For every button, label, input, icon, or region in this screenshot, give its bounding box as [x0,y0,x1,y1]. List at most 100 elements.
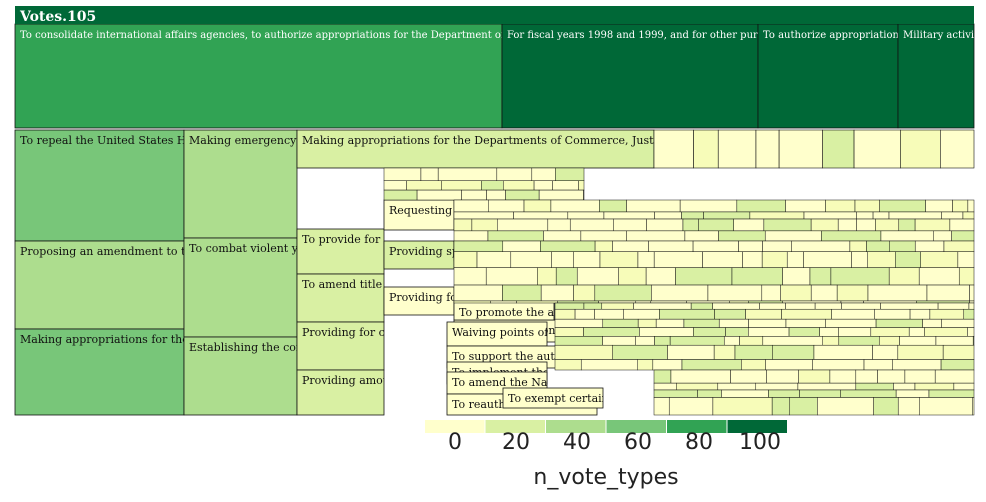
small-cell [697,389,722,398]
small-cell [667,344,715,360]
treemap-cell: To amend title 18, United States Code, t… [296,273,385,323]
chart-title: Votes.105 [19,9,96,25]
small-cell [513,211,569,220]
small-cell [941,211,964,220]
treemap-cell-rect [14,328,185,416]
small-cell [761,251,788,268]
small-cell [803,211,857,220]
treemap-cell-label: Waiving points of order against the conf… [452,326,753,339]
small-cell [765,359,813,371]
small-cell [734,344,773,360]
small-cell [441,180,482,191]
small-cell [922,318,942,328]
small-cell [652,359,683,371]
small-cell [637,318,657,328]
small-cell [717,129,757,169]
small-cell [712,397,773,416]
small-cell [681,359,742,371]
small-cell [829,369,857,384]
small-cell [637,251,655,268]
small-cell [822,129,855,169]
small-cell [612,344,668,360]
small-cell [889,240,916,252]
small-cell [755,129,780,169]
small-cell [554,336,603,346]
treemap-small-cells [383,129,975,416]
small-cell [651,284,709,302]
treemap-cell: For fiscal years 1998 and 1999, and for … [501,23,759,129]
small-cell [866,240,890,252]
small-cell [968,302,975,310]
small-cell [626,230,686,242]
small-cell [453,199,489,213]
small-cell [785,302,816,310]
small-cell [648,240,694,252]
treemap-cell-label: To amend the National Wildlife Refuge Sy… [452,376,713,389]
small-cell [874,308,911,320]
treemap-cell-label: Providing amounts for the expenses of ce… [302,374,811,387]
small-cell [895,389,930,398]
small-cell [523,199,552,213]
small-cell [749,211,805,220]
small-cell [761,284,781,302]
small-cell [653,369,672,384]
small-cell [957,251,975,268]
treemap-cell: Military activities of the Department of… [897,23,975,129]
small-cell [755,382,799,391]
small-cell [653,129,694,169]
treemap-cell-rect [296,369,385,416]
small-cell [540,240,596,252]
small-cell [825,318,877,328]
small-cell [730,369,767,384]
small-cell [547,218,571,232]
small-cell [698,218,734,232]
small-cell [693,129,719,169]
small-cell [780,284,812,302]
small-cell [717,382,757,391]
small-cell [782,267,811,286]
treemap-cell-label: Providing for consideration of the bill [302,326,512,339]
small-cell [453,300,491,304]
treemap-cell-label: To promote the adoption of children in f… [459,306,738,319]
small-cell [540,284,574,302]
small-cell [602,336,636,346]
small-cell [476,251,512,268]
small-cell [659,308,715,320]
small-cell [810,284,838,302]
small-cell [569,218,614,232]
small-cell [786,251,804,268]
treemap-cell-label: To combat violent youth crime and increa… [189,242,682,255]
small-cell [879,199,926,213]
small-cell [812,359,865,371]
treemap-root-header: Votes.105 [15,6,974,25]
small-cell [875,218,900,232]
legend-tick-label: 60 [624,430,652,455]
small-cell [962,211,975,220]
legend-swatch [546,420,606,433]
small-cell [623,308,660,320]
treemap-cell-label: Proposing an amendment to the Constituti… [20,245,593,258]
small-cell [863,359,893,371]
small-cell [870,327,910,337]
treemap-cell-rect [296,321,385,371]
small-cell [555,167,585,181]
small-cell [810,218,839,232]
root-header-bar [15,6,974,24]
small-cell [880,230,934,242]
small-cell [797,382,857,391]
treemap-cell: To authorize appropriations for fiscal y… [757,23,899,129]
small-cell [958,267,975,286]
small-cell [633,302,692,310]
small-cell [782,300,842,304]
small-cell [383,167,422,181]
small-cell [929,308,965,320]
small-cell [875,318,923,328]
small-cell [788,327,820,337]
small-cell [554,327,584,337]
small-cell [941,318,975,328]
small-cell [814,302,842,310]
small-cell [668,397,714,416]
small-cell [963,308,975,320]
small-cell [487,230,544,242]
small-cell [496,167,533,181]
